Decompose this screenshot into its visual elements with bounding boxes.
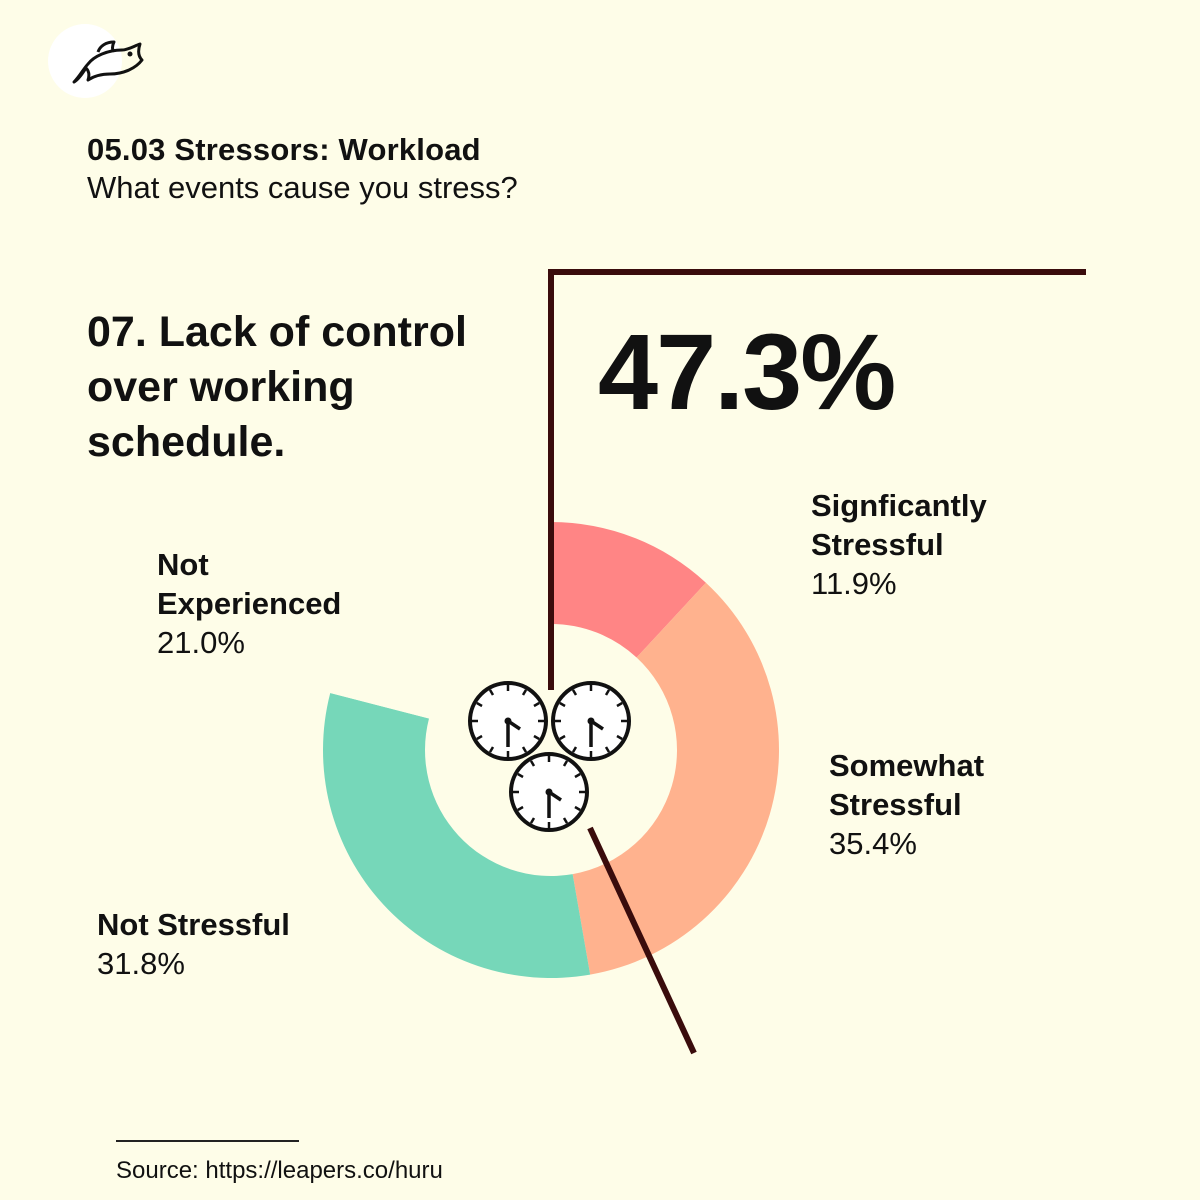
section-title: 05.03 Stressors: Workload [87,132,481,167]
slice-not-experienced [330,522,551,719]
clock-icon [509,752,589,832]
label-value: 11.9% [811,566,897,601]
clock-icon [468,681,548,761]
slice-significantly-stressful [551,522,706,658]
label-value: 21.0% [157,625,245,660]
callout-line-top [548,269,1086,690]
label-significantly-stressful: Signficantly Stressful 11.9% [811,486,1051,603]
label-name: Somewhat Stressful [829,748,985,822]
label-not-stressful: Not Stressful 31.8% [97,905,397,983]
label-somewhat-stressful: Somewhat Stressful 35.4% [829,746,1069,863]
headline-percentage: 47.3% [598,311,896,432]
label-name: Not Stressful [97,907,290,942]
source-divider [116,1140,299,1142]
clocks-icon [468,681,631,832]
logo [48,24,144,98]
callout-lines [548,269,1086,1055]
clock-icon [551,681,631,761]
source-text: Source: https://leapers.co/huru [116,1157,443,1184]
question-text: What events cause you stress? [87,170,518,205]
fish-icon [72,40,144,84]
label-name: Not Experienced [157,547,342,621]
label-value: 31.8% [97,946,185,981]
label-name: Signficantly Stressful [811,488,987,562]
slice-somewhat-stressful [572,582,780,975]
callout-line-bottom [587,826,697,1055]
label-value: 35.4% [829,826,917,861]
label-not-experienced: Not Experienced 21.0% [157,545,397,662]
slice-not-stressful [322,693,591,979]
item-title: 07. Lack of control over working schedul… [87,308,467,466]
